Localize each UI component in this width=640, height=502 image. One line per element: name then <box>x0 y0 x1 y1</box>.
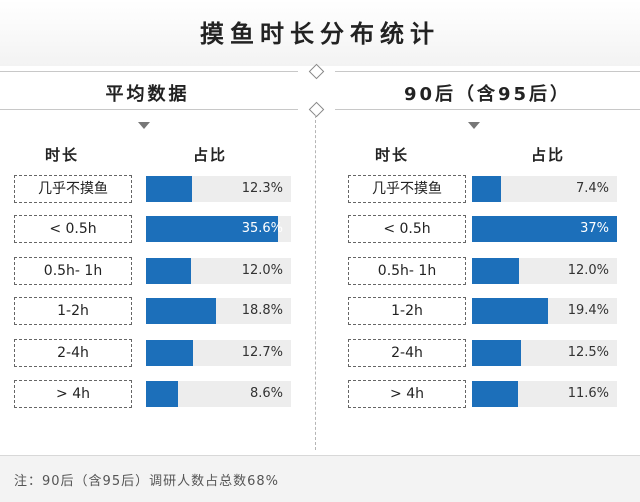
right-bar-track: 7.4% <box>472 176 617 202</box>
left-bar <box>146 298 216 324</box>
left-value-label: 35.6% <box>241 221 283 236</box>
right-category-label: < 0.5h <box>348 215 466 243</box>
page-title: 摸鱼时长分布统计 <box>200 20 440 48</box>
right-category-label: > 4h <box>348 380 466 408</box>
right-value-label: 19.4% <box>567 303 609 318</box>
left-value-label: 12.3% <box>241 181 283 196</box>
right-category-label: 2-4h <box>348 339 466 367</box>
right-bar <box>472 381 518 407</box>
right-panel-title: 90后（含95后） <box>403 84 572 105</box>
right-bar <box>472 340 521 366</box>
left-value-label: 12.7% <box>241 345 283 360</box>
right-value-header: 占比 <box>530 146 565 164</box>
left-panel-title: 平均数据 <box>105 84 190 105</box>
left-bar <box>146 381 178 407</box>
right-value-label: 7.4% <box>575 181 609 196</box>
footnote: 注：90后（含95后）调研人数占总数68% <box>14 474 279 489</box>
left-bar-track: 12.7% <box>146 340 291 366</box>
right-value-label: 11.6% <box>567 386 609 401</box>
right-category-header: 时长 <box>374 146 409 164</box>
right-bar-track: 19.4% <box>472 298 617 324</box>
right-bar <box>472 298 548 324</box>
left-bar-track: 12.3% <box>146 176 291 202</box>
left-value-label: 12.0% <box>241 263 283 278</box>
left-bar-track: 8.6% <box>146 381 291 407</box>
left-bar-track: 12.0% <box>146 258 291 284</box>
left-category-label: 2-4h <box>14 339 132 367</box>
right-bar-track: 37% <box>472 216 617 242</box>
left-value-label: 8.6% <box>249 386 283 401</box>
title-band <box>0 0 640 66</box>
right-category-label: 0.5h- 1h <box>348 257 466 285</box>
right-bar-track: 11.6% <box>472 381 617 407</box>
left-bar <box>146 340 194 366</box>
left-category-label: < 0.5h <box>14 215 132 243</box>
right-bar-track: 12.5% <box>472 340 617 366</box>
right-value-label: 12.0% <box>567 263 609 278</box>
footer: 注：90后（含95后）调研人数占总数68% <box>0 455 640 502</box>
right-bar <box>472 258 519 284</box>
left-category-header: 时长 <box>44 146 79 164</box>
right-value-label: 37% <box>580 221 609 236</box>
left-arrow-icon <box>138 122 150 129</box>
left-value-header: 占比 <box>192 146 227 164</box>
left-category-label: 0.5h- 1h <box>14 257 132 285</box>
left-bar <box>146 258 191 284</box>
section-divider-left <box>0 109 298 110</box>
left-category-label: > 4h <box>14 380 132 408</box>
left-bar <box>146 216 279 242</box>
left-bar <box>146 176 192 202</box>
section-divider-right <box>335 109 640 110</box>
left-category-label: 1-2h <box>14 297 132 325</box>
divider-diamond <box>308 63 325 80</box>
right-bar-track: 12.0% <box>472 258 617 284</box>
left-bar-track: 18.8% <box>146 298 291 324</box>
right-value-label: 12.5% <box>567 345 609 360</box>
right-category-label: 1-2h <box>348 297 466 325</box>
right-bar <box>472 216 617 242</box>
left-bar-track: 35.6% <box>146 216 291 242</box>
right-category-label: 几乎不摸鱼 <box>348 175 466 203</box>
divider-right <box>335 71 640 72</box>
divider-left <box>0 71 298 72</box>
section-divider-diamond <box>308 101 325 118</box>
right-bar <box>472 176 501 202</box>
right-arrow-icon <box>468 122 480 129</box>
left-category-label: 几乎不摸鱼 <box>14 175 132 203</box>
left-value-label: 18.8% <box>241 303 283 318</box>
panel-separator <box>315 115 316 450</box>
